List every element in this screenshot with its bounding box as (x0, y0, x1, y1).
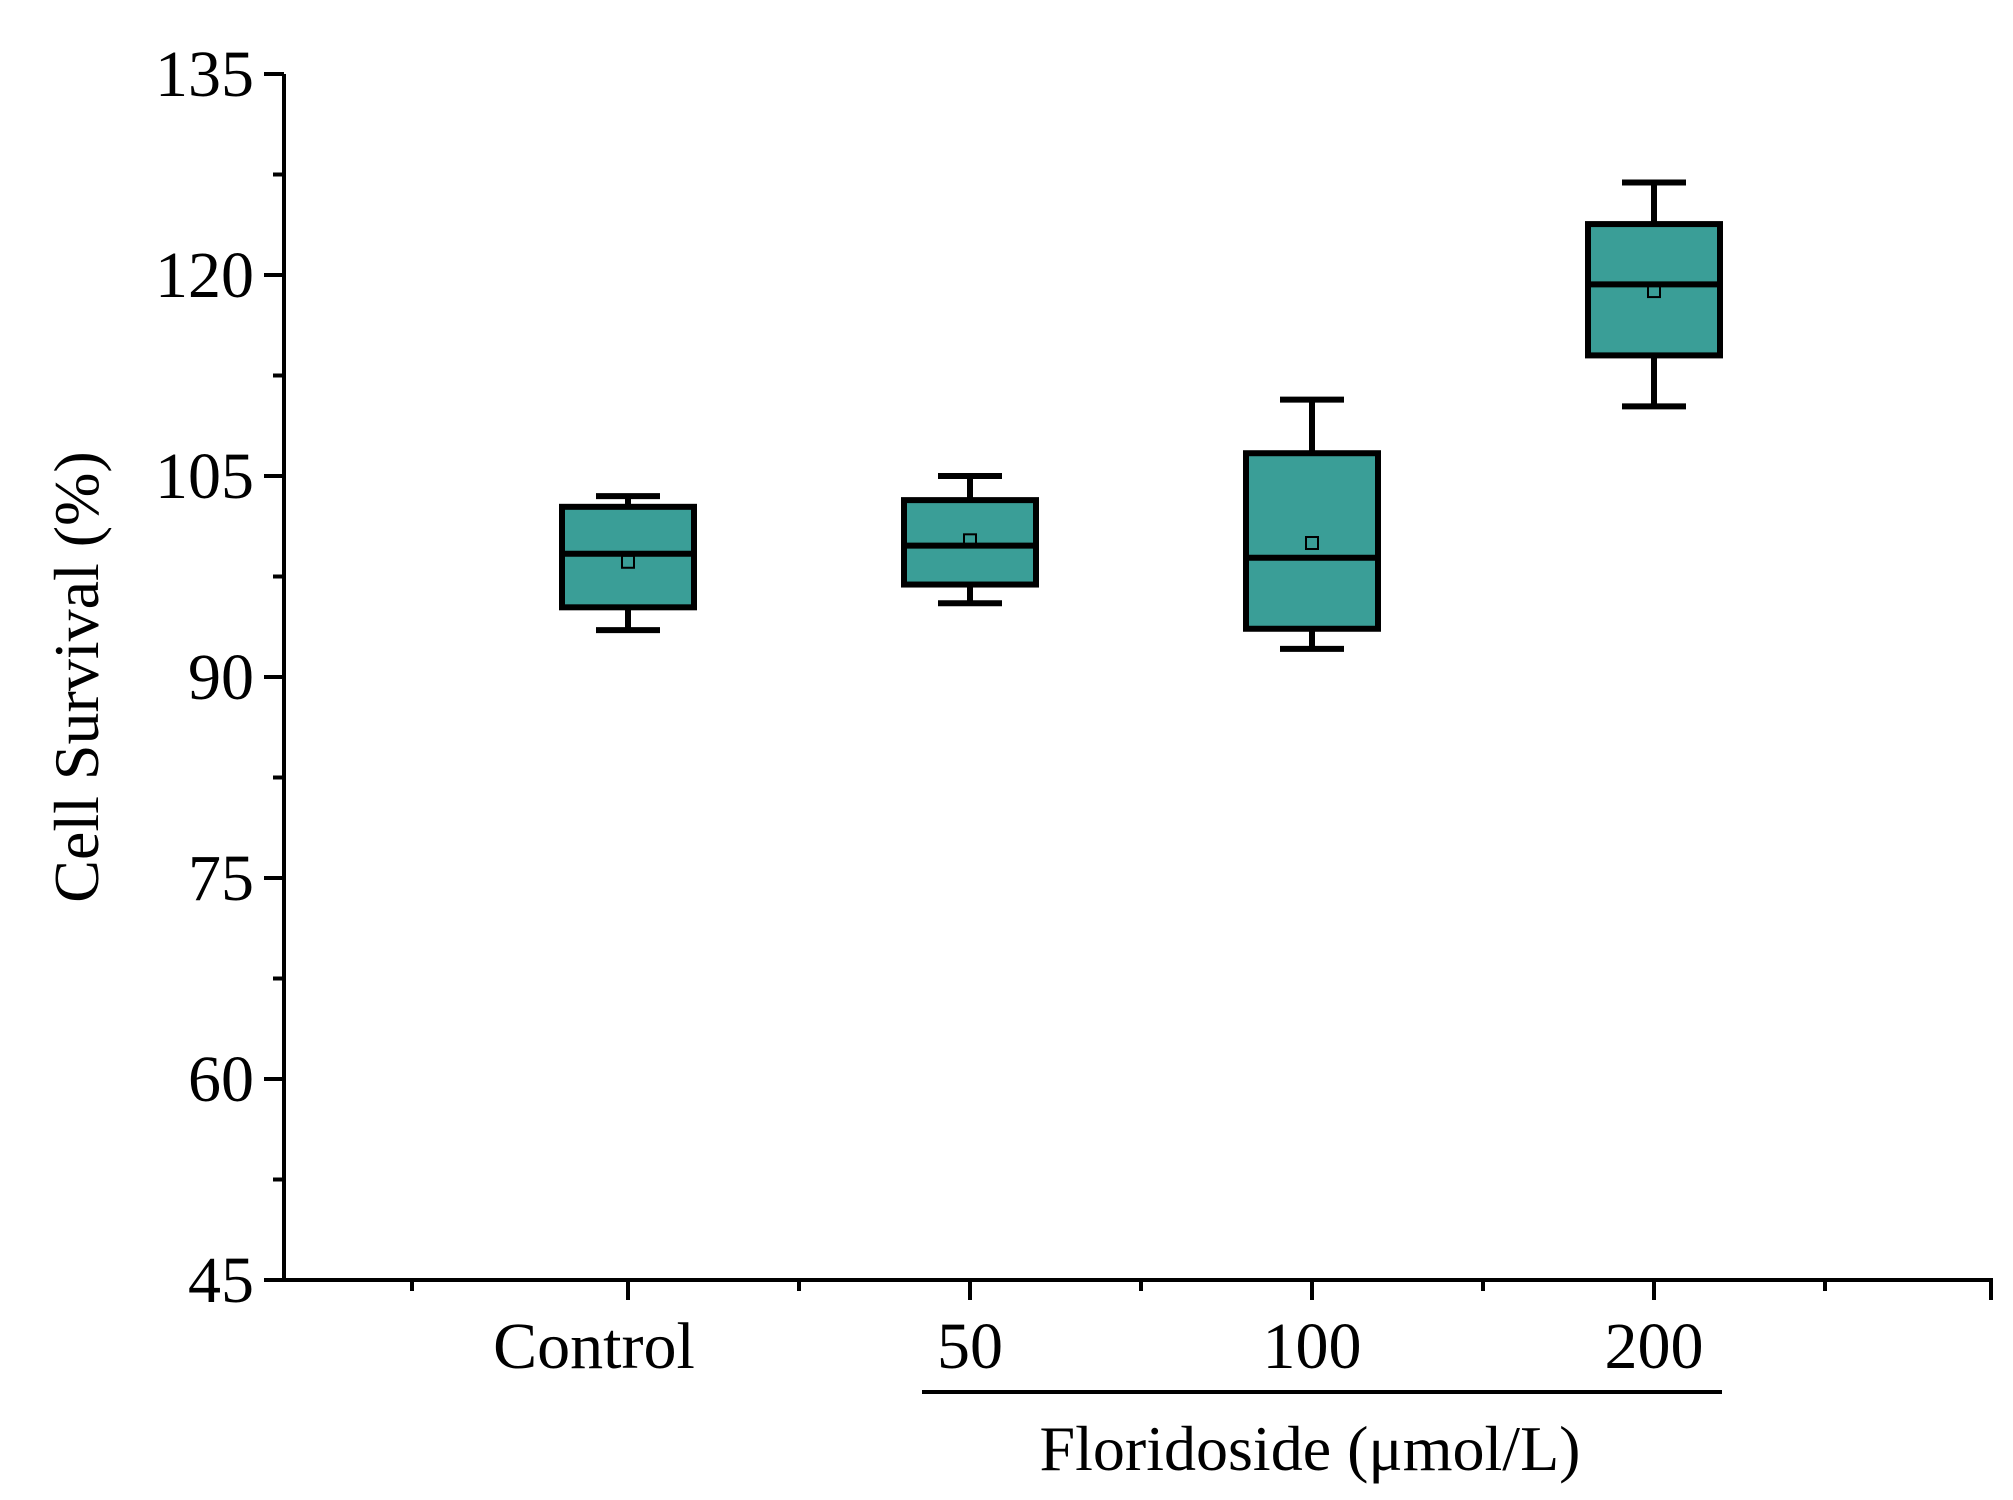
x-group-title: Floridoside (μmol/L) (1040, 1413, 1581, 1484)
box-body (1243, 450, 1381, 632)
y-tick-label: 90 (188, 641, 254, 714)
box-body (901, 497, 1039, 588)
axes-group (264, 72, 1993, 1394)
y-tick-label: 105 (155, 440, 254, 513)
mean-marker (963, 533, 977, 548)
y-tick-label: 75 (188, 842, 254, 915)
mean-marker (1647, 284, 1661, 299)
box-100 (1243, 396, 1381, 652)
x-tick-label-control: Control (493, 1310, 695, 1383)
mean-marker (1305, 536, 1319, 550)
box-body (1585, 221, 1723, 359)
box-50 (901, 473, 1039, 607)
x-tick-label-100: 100 (1263, 1310, 1362, 1383)
box-control (559, 493, 697, 634)
y-tick-label: 120 (155, 239, 254, 312)
mean-marker (621, 554, 635, 569)
y-tick-label: 60 (188, 1043, 254, 1116)
y-axis-title: Cell Survival (%) (41, 451, 112, 902)
box-200 (1585, 179, 1723, 410)
marks-group (559, 179, 1723, 652)
x-tick-label-200: 200 (1605, 1310, 1704, 1383)
labels-group: 45 60 75 90 105 120 135 Control 50 100 200 Floridos… (41, 38, 1704, 1484)
y-tick-label: 135 (155, 38, 254, 111)
box-body (559, 503, 697, 611)
y-tick-label: 45 (188, 1244, 254, 1317)
x-tick-label-50: 50 (937, 1310, 1003, 1383)
